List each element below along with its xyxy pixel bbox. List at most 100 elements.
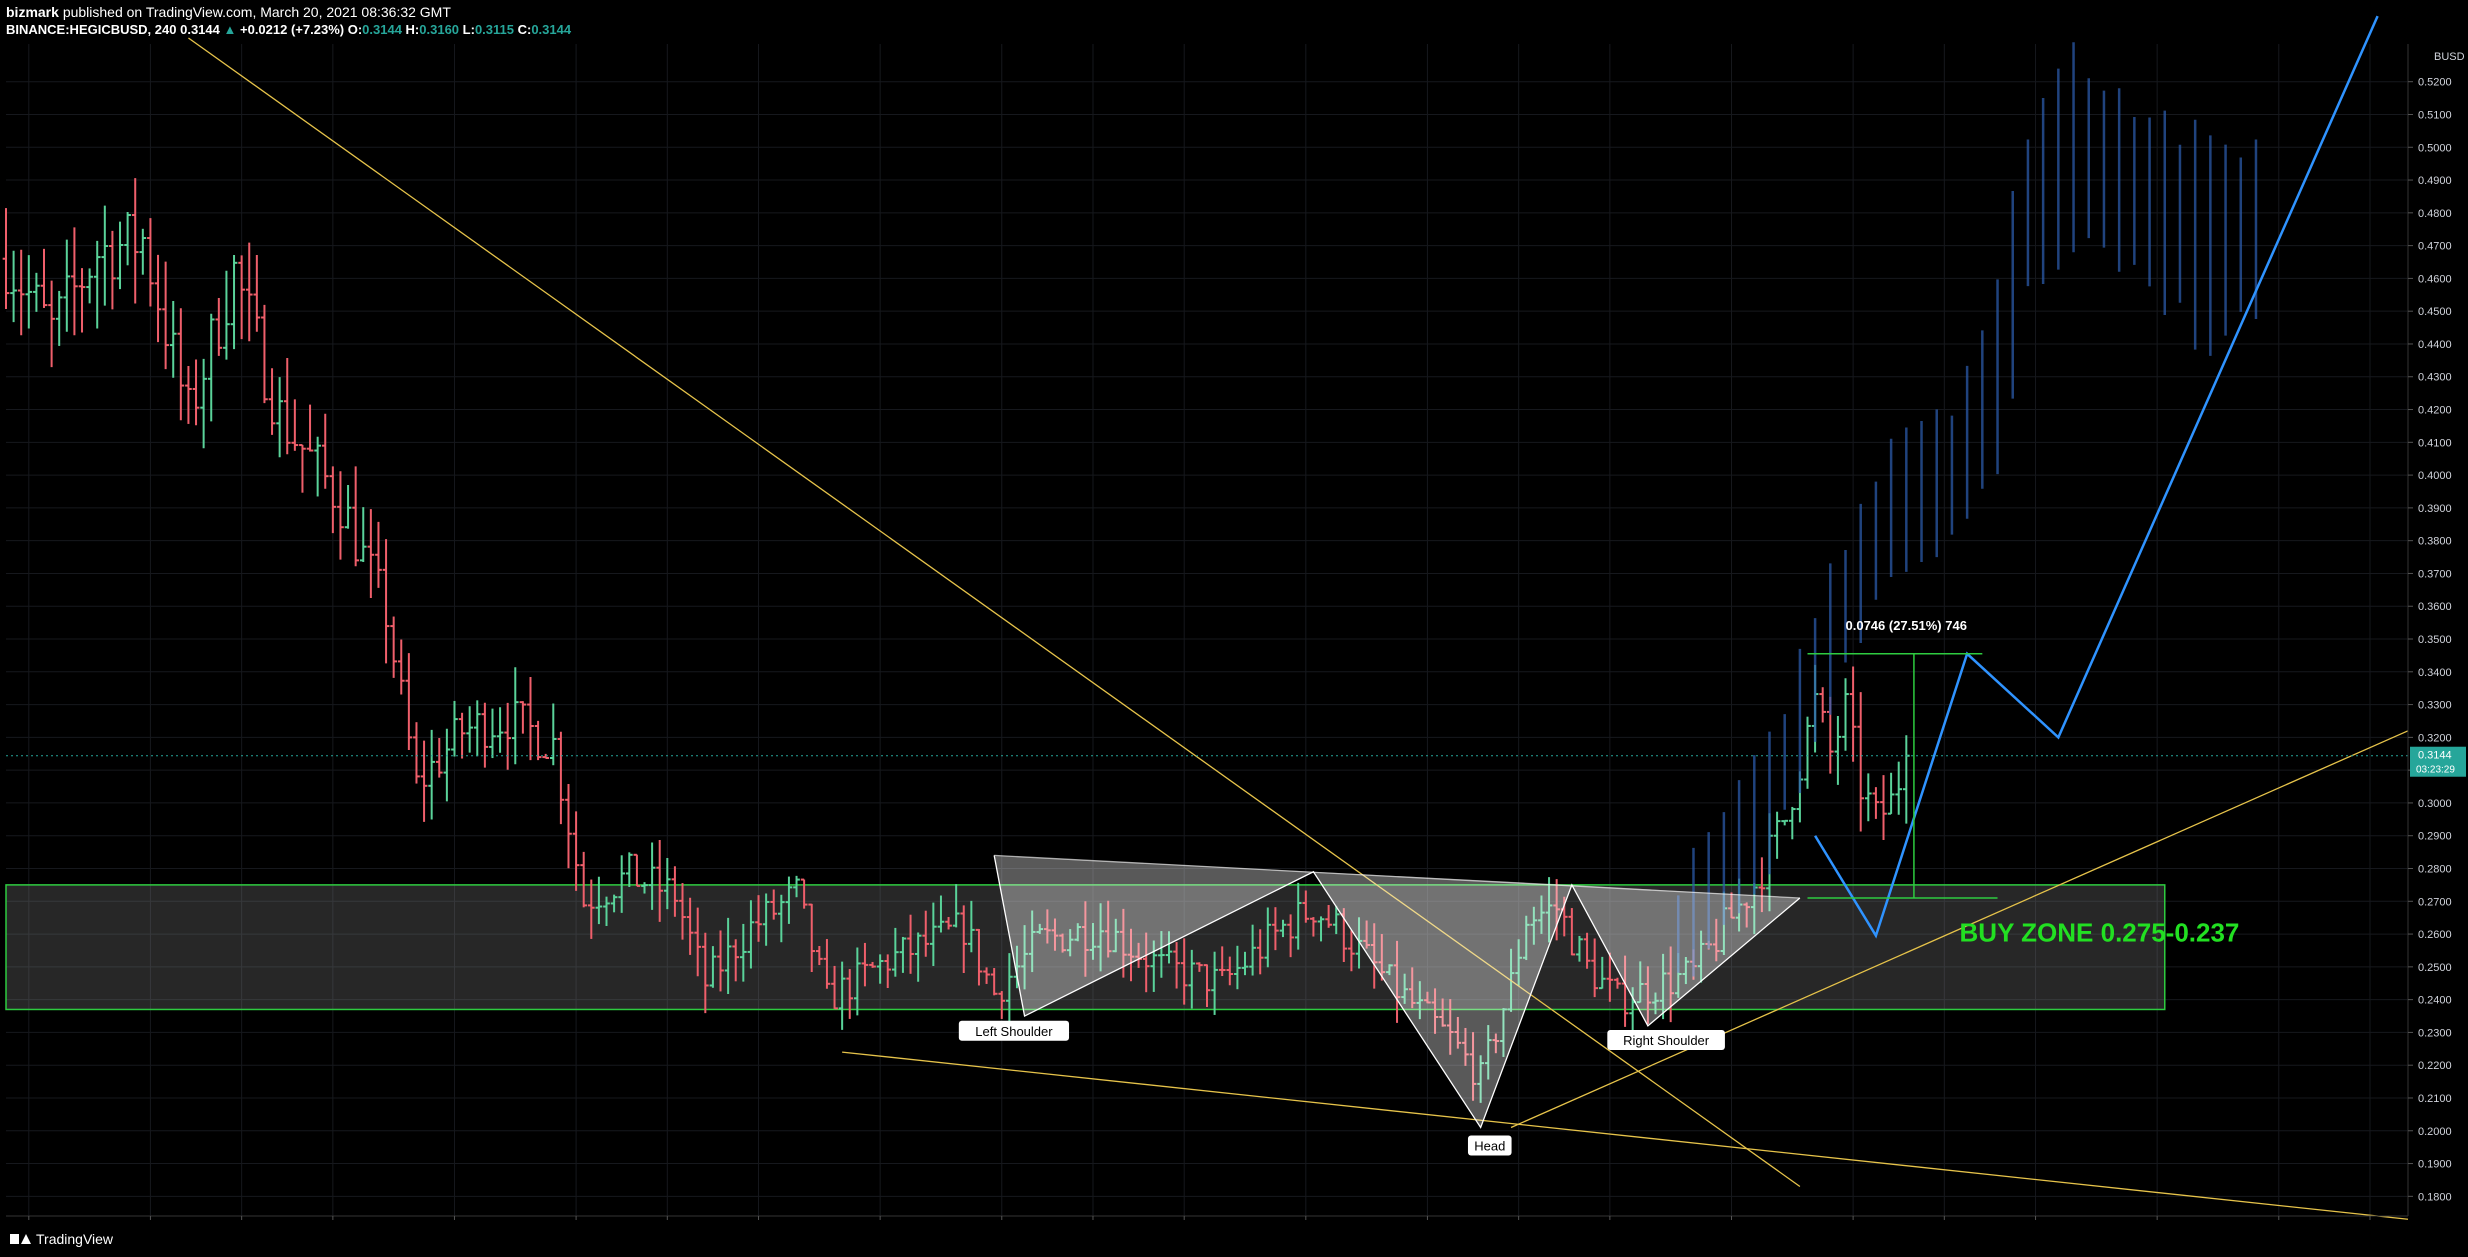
candle: [283, 358, 291, 455]
candle: [10, 250, 17, 323]
y-tick-label: 0.4400: [2418, 339, 2452, 351]
x-tick-label: 17: [23, 1221, 35, 1222]
tradingview-logo-icon: [10, 1232, 31, 1246]
candle: [1887, 772, 1895, 815]
x-tick-label: 22: [2029, 1221, 2041, 1222]
right-shoulder-label: Right Shoulder: [1607, 1029, 1725, 1050]
x-tick-label: 12:00: [1079, 1221, 1107, 1222]
candle: [549, 703, 557, 766]
candle: [420, 740, 428, 822]
x-tick-label: Mar: [749, 1221, 768, 1222]
candle: [413, 722, 420, 784]
candle: [1667, 946, 1675, 1023]
candle: [48, 280, 55, 368]
candle: [1188, 949, 1196, 1009]
candle: [876, 954, 884, 984]
head-label-box: [1467, 1135, 1512, 1156]
candle: [899, 936, 907, 973]
candle: [25, 255, 33, 329]
candle: [291, 399, 299, 451]
candle: [253, 255, 261, 332]
candle: [952, 884, 960, 928]
head-label: Head: [1467, 1135, 1512, 1156]
candle: [557, 731, 565, 825]
y-tick-label: 0.4900: [2418, 175, 2452, 187]
y-tick-label: 0.3700: [2418, 568, 2452, 580]
candle: [109, 230, 116, 310]
y-tick-label: 0.3200: [2418, 732, 2452, 744]
candle: [1234, 945, 1241, 990]
candle: [162, 261, 169, 370]
candle: [785, 876, 793, 924]
tradingview-logo[interactable]: TradingView: [10, 1231, 113, 1247]
candle: [1310, 917, 1317, 937]
symbol-name[interactable]: BINANCE:HEGICBUSD, 240: [6, 22, 177, 37]
y-tick-label: 0.1900: [2418, 1159, 2452, 1171]
candle: [1636, 961, 1644, 1004]
y-tick-label: 0.2800: [2418, 863, 2452, 875]
x-tick-label: 26: [2273, 1221, 2285, 1222]
candle: [78, 268, 86, 333]
candle: [1849, 666, 1857, 762]
y-tick-label: 0.4300: [2418, 372, 2452, 384]
candle: [1066, 929, 1074, 957]
candle: [375, 521, 382, 588]
price-change: +0.0212 (+7.23%): [240, 22, 345, 37]
candle: [1180, 938, 1188, 1005]
ohlc-high-value: 0.3160: [419, 22, 460, 37]
candle: [823, 939, 831, 989]
candle: [71, 227, 78, 336]
candle: [770, 889, 778, 920]
author-name[interactable]: bizmark: [6, 4, 59, 20]
y-tick-label: 0.5100: [2418, 109, 2452, 121]
candle: [1804, 716, 1811, 789]
y-tick-label: 0.2400: [2418, 995, 2452, 1007]
candle: [534, 720, 542, 761]
candle: [1256, 929, 1264, 975]
candle: [116, 221, 124, 290]
candle: [1819, 687, 1827, 723]
candle: [93, 240, 101, 329]
candle: [1127, 928, 1135, 982]
candle: [1264, 907, 1272, 968]
candle: [215, 297, 223, 356]
candle: [1325, 905, 1332, 928]
price-tag-value: 0.3144: [2418, 750, 2452, 762]
candle: [633, 853, 641, 887]
candle: [907, 914, 914, 974]
candle: [352, 466, 360, 567]
candle: [1834, 715, 1842, 785]
grid: [6, 44, 2408, 1216]
candle: [238, 255, 245, 340]
candle: [1591, 938, 1599, 998]
candle: [489, 708, 496, 759]
candle: [1682, 957, 1690, 985]
candle: [1059, 933, 1066, 953]
time-axis: 17 19 12:00 22 24 26 12:00 Mar 3 5 12:00 8 10 12 12:00…: [6, 1215, 2408, 1222]
candle: [1203, 964, 1211, 1007]
candle: [1112, 918, 1120, 953]
candle: [428, 729, 436, 820]
candle: [1538, 895, 1545, 934]
candle: [261, 304, 268, 404]
candle: [1332, 905, 1340, 935]
candle: [1241, 951, 1249, 976]
candles: [2, 178, 1910, 1103]
candle: [1781, 819, 1789, 826]
candle: [793, 875, 800, 898]
candle: [1211, 951, 1218, 1015]
price-chart[interactable]: Left Shoulder Head Right Shoulder 0.0746 (2…: [0, 0, 2468, 1222]
x-tick-label: 12:00: [1931, 1221, 1959, 1222]
candle: [337, 471, 344, 560]
candle: [663, 858, 671, 910]
y-tick-label: 0.2300: [2418, 1027, 2452, 1039]
candle: [1279, 919, 1287, 938]
candle: [496, 707, 504, 753]
measure-label: 0.0746 (27.51%) 746: [1846, 618, 1967, 633]
candle: [1500, 1008, 1507, 1057]
candle: [618, 855, 626, 913]
candle: [1363, 920, 1370, 949]
x-tick-label: 12: [1421, 1221, 1433, 1222]
candle: [207, 313, 215, 422]
candle: [671, 866, 679, 917]
